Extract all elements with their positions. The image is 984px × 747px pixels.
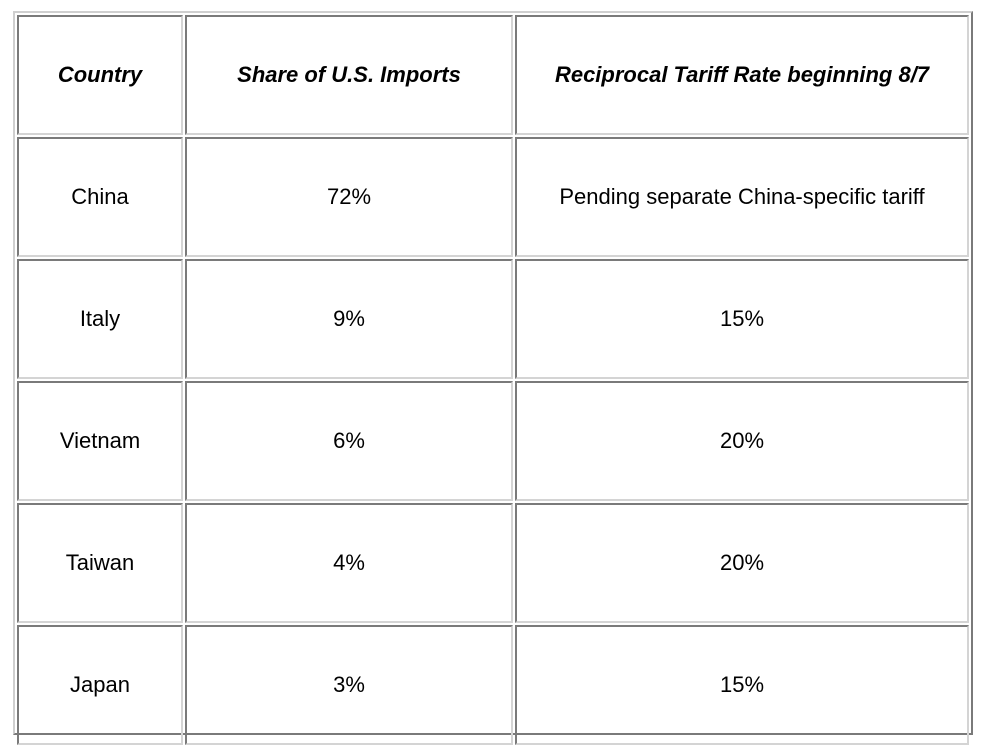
cell-tariff-rate: Pending separate China-specific tariff [515, 137, 969, 257]
cell-import-share: 3% [185, 625, 513, 745]
cell-tariff-rate: 15% [515, 259, 969, 379]
header-import-share: Share of U.S. Imports [185, 15, 513, 135]
table-row: China 72% Pending separate China-specifi… [17, 137, 969, 257]
header-tariff-rate: Reciprocal Tariff Rate beginning 8/7 [515, 15, 969, 135]
cell-tariff-rate: 20% [515, 503, 969, 623]
cell-tariff-rate: 15% [515, 625, 969, 745]
cell-import-share: 9% [185, 259, 513, 379]
cell-tariff-rate: 20% [515, 381, 969, 501]
cell-country: Vietnam [17, 381, 183, 501]
tariff-table-frame: Country Share of U.S. Imports Reciprocal… [13, 11, 973, 745]
table-row: Taiwan 4% 20% [17, 503, 969, 623]
header-country: Country [17, 15, 183, 135]
table-row: Italy 9% 15% [17, 259, 969, 379]
cell-import-share: 4% [185, 503, 513, 623]
table-header-row: Country Share of U.S. Imports Reciprocal… [17, 15, 969, 135]
cell-country: Japan [17, 625, 183, 745]
cell-import-share: 72% [185, 137, 513, 257]
cell-country: China [17, 137, 183, 257]
table-row: Vietnam 6% 20% [17, 381, 969, 501]
table-row: Japan 3% 15% [17, 625, 969, 745]
tariff-table: Country Share of U.S. Imports Reciprocal… [15, 13, 971, 747]
cell-country: Taiwan [17, 503, 183, 623]
cell-country: Italy [17, 259, 183, 379]
cell-import-share: 6% [185, 381, 513, 501]
